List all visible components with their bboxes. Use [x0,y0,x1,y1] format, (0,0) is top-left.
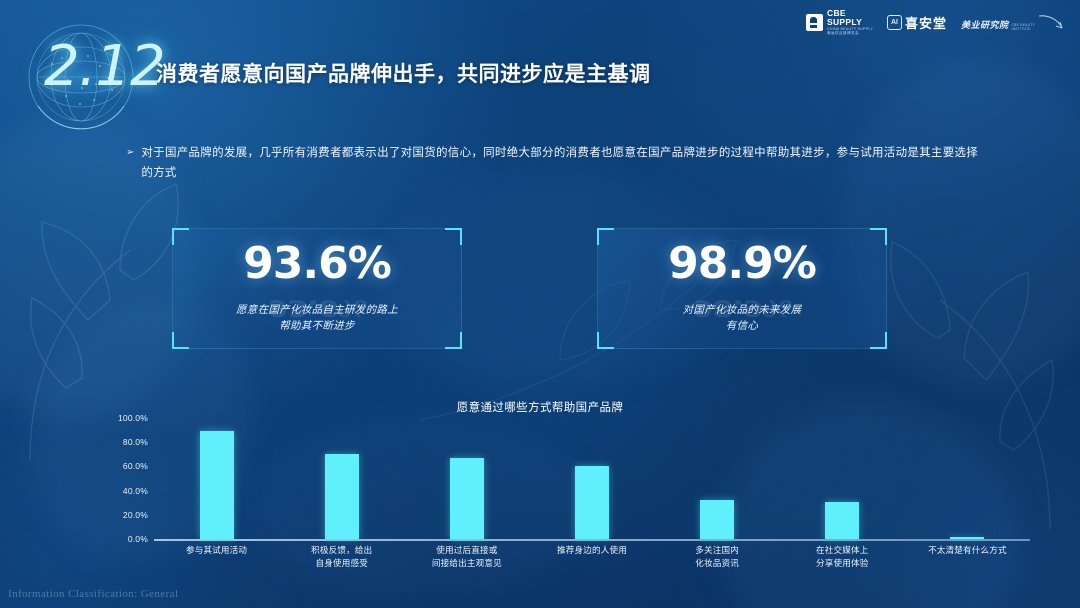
stat-value: 93.6% [243,238,392,289]
logo-mei-ye-yan-jiu-yuan: 美业研究院 CBE BEAUTY INSTITUTE [961,13,1064,31]
stat-card-1: 93.6% 93.6% 愿意在国产化妆品自主研发的路上 帮助其不断进步 [172,228,462,349]
x-axis-label: 不太清楚有什么方式 [905,544,1030,557]
chart-bar[interactable] [825,501,860,539]
x-axis-label-line: 积极反馈，给出 [311,545,373,555]
chart-y-axis: 100.0% 80.0% 60.0% 40.0% 20.0% 0.0% [100,413,148,544]
chart-bar-slot [154,418,279,539]
section-number: 2.12 [44,34,166,99]
brand-logo-bar: CBE SUPPLY CHINA BEAUTY SUPPLY 美妆供应链博览会 … [806,9,1064,35]
cbe-logo-line2: SUPPLY [827,16,863,27]
mei-ye-sub2: INSTITUTE [1011,26,1031,31]
bullet-paragraph: ➢ 对于国产品牌的发展，几乎所有消费者都表示出了对国货的信心，同时绝大部分的消费… [126,143,978,183]
y-axis-tick: 40.0% [122,485,148,496]
swoosh-icon [1038,15,1063,29]
corner-bracket-icon [597,332,614,349]
stat-caption-line2: 帮助其不断进步 [279,319,355,332]
chart-bar[interactable] [950,536,985,539]
x-axis-label-line: 参与其试用活动 [185,545,248,555]
chart-bar[interactable] [574,466,609,539]
y-axis-tick: 60.0% [122,461,148,472]
xi-an-tang-mark-icon: AI [886,14,902,30]
cbe-logo-line4: 美妆供应链博览会 [827,30,859,35]
x-axis-label-line: 在社交媒体上 [816,545,869,555]
x-axis-label-line: 多关注国内 [695,545,739,555]
xi-an-tang-label: 喜安堂 [904,15,947,31]
x-axis-label: 多关注国内化妆品资讯 [655,544,780,570]
x-axis-label: 参与其试用活动 [154,544,279,557]
chart-bar-slot [905,418,1030,539]
x-axis-label-line: 推荐身边的人使用 [557,545,627,555]
mei-ye-label: 美业研究院 [961,20,1009,30]
x-axis-label: 推荐身边的人使用 [529,544,654,557]
stat-card-2: 98.9% 98.9% 对国产化妆品的未来发展 有信心 [597,228,887,349]
cbe-logo-line3: CHINA BEAUTY SUPPLY [827,26,873,31]
x-axis-label: 在社交媒体上 分享使用体验 [780,544,905,570]
x-axis-label-line: 化妆品资讯 [695,557,739,568]
chart-plot-area: 参与其试用活动 积极反馈，给出 自身使用感受 使用过后直接或 间接给出主观意见 推荐身边的… [154,418,1030,568]
chart-bar-slot [655,418,780,539]
chart-title: 愿意通过哪些方式帮助国产品牌 [456,402,624,414]
classification-footer: Information Classification: General [8,588,179,600]
chart-bar[interactable] [324,454,359,539]
chart-bar[interactable] [449,457,484,539]
cbe-logo-line1: CBE [827,7,846,18]
corner-bracket-icon [172,332,189,349]
bar-chart: 100.0% 80.0% 60.0% 40.0% 20.0% 0.0% 参与其试用活动 积极… [100,413,1030,588]
x-axis-label: 使用过后直接或 间接给出主观意见 [404,544,529,570]
bullet-arrow-icon: ➢ [126,147,135,158]
x-axis-label-line: 使用过后直接或 [436,545,498,555]
corner-bracket-icon [597,228,614,245]
logo-cbe-supply: CBE SUPPLY CHINA BEAUTY SUPPLY 美妆供应链博览会 [806,9,873,36]
logo-xi-an-tang: AI 喜安堂 [886,13,947,32]
chart-bar-slot [529,418,654,539]
y-axis-tick: 0.0% [127,534,148,544]
x-axis-label-line: 间接给出主观意见 [431,557,502,568]
stat-caption: 对国产化妆品的未来发展 有信心 [612,303,872,335]
chart-bar[interactable] [199,431,234,539]
chart-bar-slot [404,418,529,539]
x-axis-label-line: 自身使用感受 [315,557,368,568]
chart-x-axis-line [154,539,1030,541]
stat-value: 98.9% [668,238,817,289]
corner-bracket-icon [870,228,887,245]
y-axis-tick: 80.0% [122,437,148,448]
globe-decoration-icon [28,24,134,130]
stat-caption-line1: 愿意在国产化妆品自主研发的路上 [236,304,398,316]
x-axis-label-line: 分享使用体验 [816,557,869,568]
y-axis-tick: 20.0% [122,509,148,520]
chart-bar-slot [279,418,404,539]
stat-caption: 愿意在国产化妆品自主研发的路上 帮助其不断进步 [187,303,447,335]
x-axis-label-line: 不太清楚有什么方式 [928,545,1007,555]
corner-bracket-icon [445,228,462,245]
bullet-text: 对于国产品牌的发展，几乎所有消费者都表示出了对国货的信心，同时绝大部分的消费者也… [141,147,978,180]
stat-caption-line1: 对国产化妆品的未来发展 [682,304,802,316]
corner-bracket-icon [172,228,189,245]
corner-bracket-icon [870,332,887,349]
corner-bracket-icon [445,332,462,349]
x-axis-label: 积极反馈，给出 自身使用感受 [279,544,404,570]
mei-ye-sub1: CBE BEAUTY [1011,22,1035,27]
chart-bar-slot [780,418,905,539]
page-title: 消费者愿意向国产品牌伸出手，共同进步应是主基调 [156,63,651,86]
y-axis-tick: 100.0% [117,413,148,423]
stat-caption-line2: 有信心 [725,319,759,332]
chart-bar[interactable] [700,500,735,539]
cbe-mark-icon [806,13,824,31]
